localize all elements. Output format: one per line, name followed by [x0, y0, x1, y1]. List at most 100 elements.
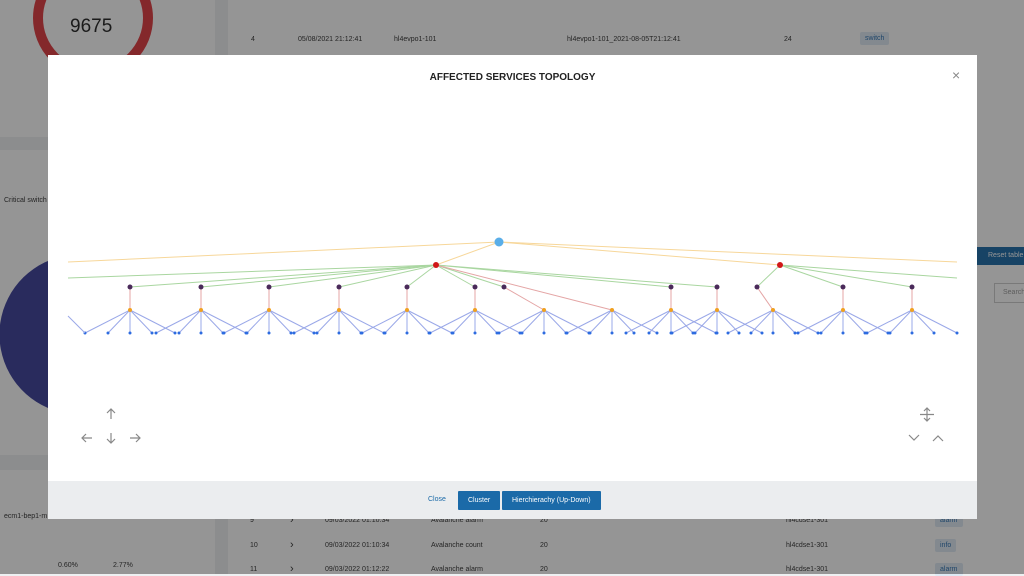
edge	[772, 309, 796, 334]
node	[289, 331, 293, 335]
badge[interactable]: info	[935, 538, 957, 552]
node	[841, 331, 845, 335]
node	[749, 331, 753, 335]
badge[interactable]: alarm	[935, 563, 963, 576]
node	[127, 284, 133, 290]
node	[494, 237, 504, 247]
node	[910, 308, 914, 312]
edge	[866, 309, 913, 334]
node	[292, 331, 296, 335]
cell: hl4cdse1-301	[786, 517, 829, 524]
reset-button[interactable]: Reset table	[976, 247, 1024, 265]
node	[865, 331, 869, 335]
score: 9675	[70, 16, 113, 37]
node	[777, 262, 783, 268]
modal-title: AFFECTED SERVICES TOPOLOGY	[429, 72, 596, 83]
node	[267, 331, 271, 335]
node	[715, 331, 719, 335]
node	[610, 308, 614, 312]
edge	[498, 241, 958, 263]
edge	[503, 286, 545, 311]
edge	[338, 309, 362, 334]
hierarchy-button[interactable]: Hierchierachy (Up-Down)	[502, 491, 601, 510]
close-button[interactable]: Close	[428, 496, 446, 503]
edge	[842, 309, 889, 334]
edge	[67, 264, 437, 279]
edge	[908, 434, 920, 441]
edge	[223, 309, 270, 334]
node	[128, 308, 132, 312]
edge	[611, 309, 635, 334]
edge	[694, 309, 718, 334]
edge	[727, 309, 774, 334]
node	[266, 284, 272, 290]
edge	[384, 309, 408, 334]
node	[315, 331, 319, 335]
edge	[750, 309, 774, 334]
chevron[interactable]: ›	[290, 563, 294, 575]
edge	[589, 309, 613, 334]
badge[interactable]: switch	[860, 32, 890, 45]
node	[819, 331, 823, 335]
node	[245, 331, 249, 335]
edge	[435, 264, 476, 288]
node	[405, 308, 409, 312]
node	[360, 331, 364, 335]
node	[542, 308, 546, 312]
edge	[435, 264, 505, 288]
chevron[interactable]: ›	[290, 538, 294, 551]
edge	[474, 309, 521, 334]
cell: 9	[250, 517, 254, 524]
node	[796, 331, 800, 335]
edge	[498, 309, 545, 334]
cell: 09/03/2022 01:12:22	[325, 566, 390, 573]
edge	[129, 309, 176, 334]
node	[693, 331, 697, 335]
node	[199, 331, 203, 335]
edge	[452, 309, 476, 334]
edge	[842, 309, 866, 334]
edge	[155, 309, 202, 334]
chevron[interactable]: ›	[290, 514, 294, 526]
edge	[435, 264, 718, 288]
node	[669, 308, 673, 312]
edge	[178, 309, 202, 334]
cluster-button[interactable]: Cluster	[458, 491, 501, 510]
node	[714, 284, 720, 290]
side-label: Critical switch	[4, 197, 47, 204]
edge	[911, 309, 935, 334]
node	[433, 262, 439, 268]
edge	[566, 309, 613, 334]
edge	[361, 309, 408, 334]
node	[337, 331, 341, 335]
node	[841, 308, 845, 312]
edge	[716, 309, 763, 334]
node	[588, 331, 592, 335]
edge	[316, 309, 340, 334]
cell: 09/03/2022 01:10:34	[325, 517, 390, 524]
edge	[920, 407, 934, 422]
node	[222, 331, 226, 335]
edge	[756, 286, 774, 311]
modal-footer: Close Cluster Hierchierachy (Up-Down)	[48, 481, 977, 519]
node	[632, 331, 636, 335]
edge	[268, 264, 437, 288]
edge	[106, 433, 116, 444]
cell: Avalanche count	[431, 541, 483, 549]
edge	[84, 309, 131, 334]
cell: 24	[784, 36, 792, 43]
edge	[772, 309, 819, 334]
edge	[797, 309, 844, 334]
edge	[200, 309, 247, 334]
edge	[435, 264, 613, 311]
edge	[67, 241, 500, 263]
node	[520, 331, 524, 335]
cell: 10	[250, 541, 258, 549]
edge	[435, 264, 672, 288]
node	[177, 331, 181, 335]
close-icon[interactable]: ×	[952, 67, 961, 83]
search[interactable]: Search	[994, 283, 1024, 303]
edge	[671, 309, 718, 334]
node	[771, 308, 775, 312]
